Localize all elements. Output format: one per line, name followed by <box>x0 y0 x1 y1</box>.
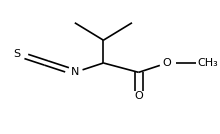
Text: O: O <box>134 92 143 101</box>
Text: CH₃: CH₃ <box>197 58 218 68</box>
Text: O: O <box>163 58 172 68</box>
Text: S: S <box>13 49 20 59</box>
Text: N: N <box>71 67 79 77</box>
